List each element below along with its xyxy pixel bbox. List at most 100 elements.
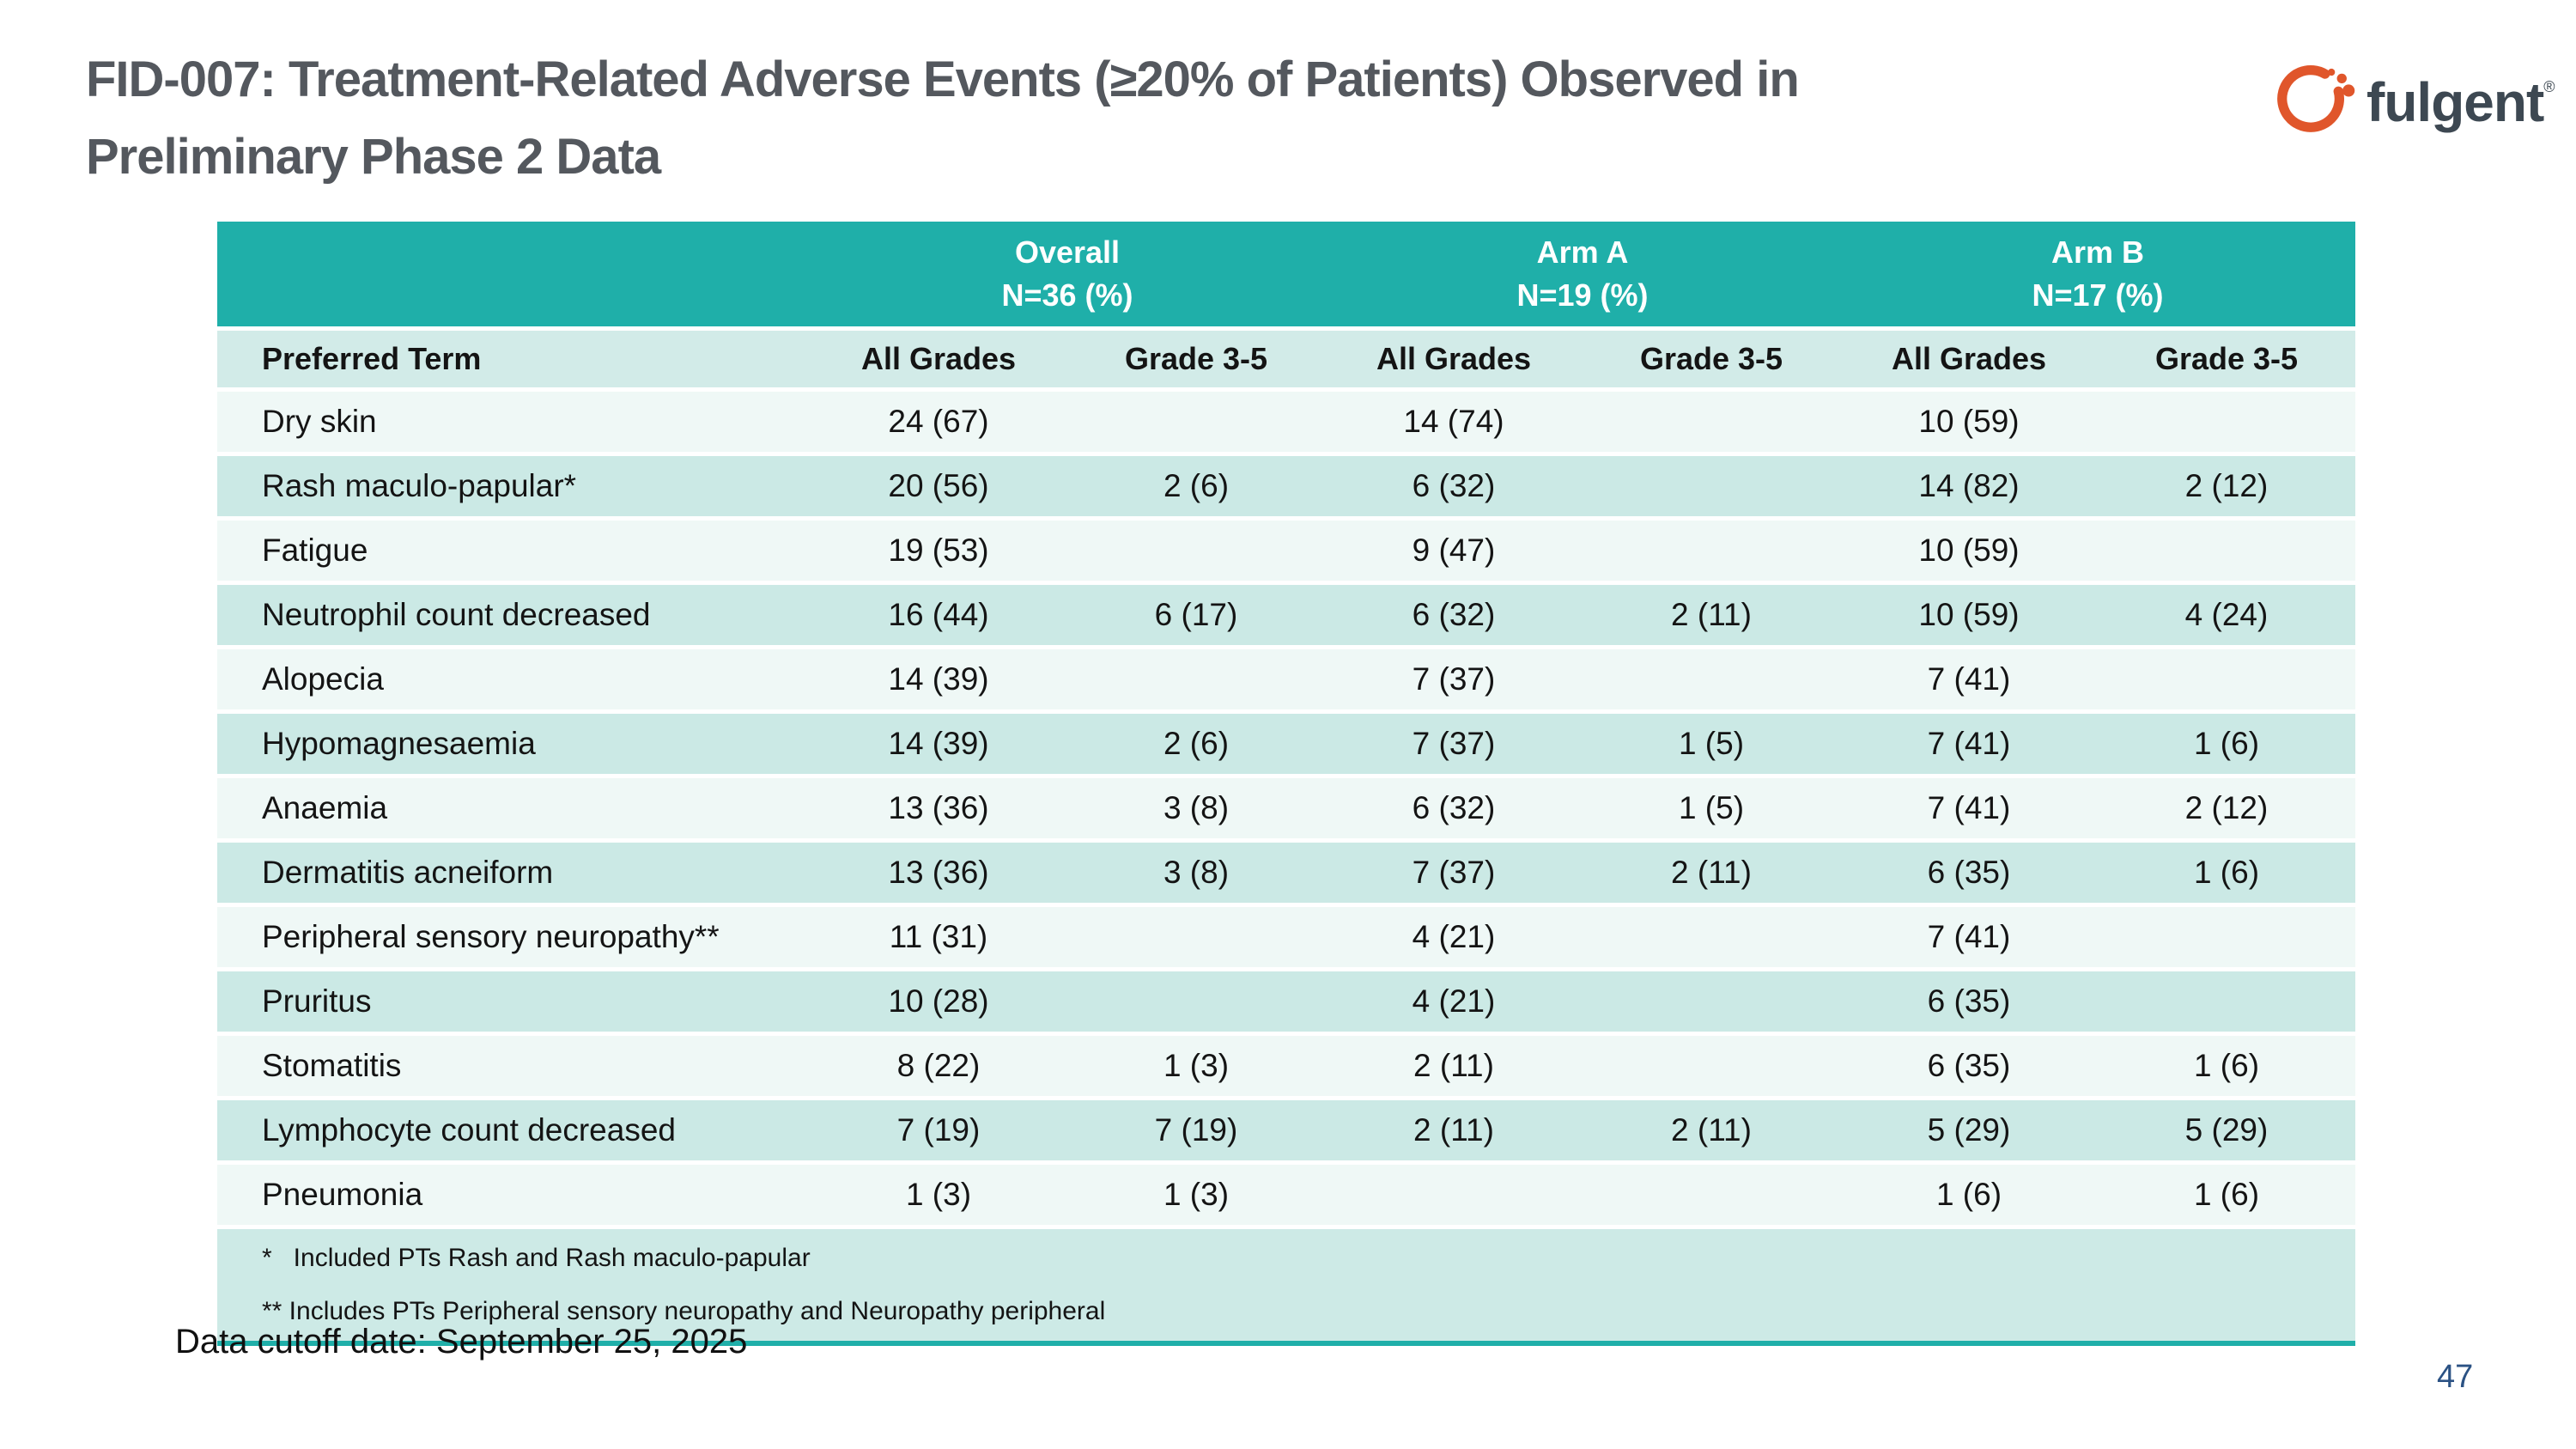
value-cell: 6 (35) <box>1840 1036 2098 1096</box>
value-cell: 4 (24) <box>2098 585 2355 645</box>
column-header-grade-3-5-arm-b: Grade 3-5 <box>2098 331 2355 387</box>
value-cell <box>1067 392 1325 452</box>
footnote-cell: * Included PTs Rash and Rash maculo-papu… <box>217 1229 2355 1346</box>
value-cell <box>1583 392 1840 452</box>
value-cell <box>2098 392 2355 452</box>
fulgent-logo: fulgent® <box>2269 45 2555 144</box>
table-body: Dry skin 24 (67) 14 (74) 10 (59) Rash maculo… <box>217 392 2355 1225</box>
group-header-row: Overall N=36 (%) Arm A N=19 (%) Arm B N=… <box>217 222 2355 326</box>
value-cell <box>1583 1036 1840 1096</box>
group-header-overall-n: N=36 (%) <box>1001 277 1133 313</box>
value-cell: 20 (56) <box>810 456 1067 516</box>
table-row: Alopecia 14 (39) 7 (37) 7 (41) <box>217 649 2355 709</box>
value-cell: 7 (19) <box>810 1100 1067 1160</box>
value-cell <box>1583 907 1840 967</box>
value-cell: 7 (41) <box>1840 778 2098 838</box>
value-cell: 3 (8) <box>1067 778 1325 838</box>
value-cell: 4 (21) <box>1325 971 1583 1032</box>
value-cell: 2 (12) <box>2098 778 2355 838</box>
value-cell: 2 (6) <box>1067 456 1325 516</box>
column-header-all-grades-arm-b: All Grades <box>1840 331 2098 387</box>
value-cell <box>2098 521 2355 581</box>
table-row: Neutrophil count decreased 16 (44) 6 (17) 6… <box>217 585 2355 645</box>
value-cell: 16 (44) <box>810 585 1067 645</box>
value-cell <box>1583 456 1840 516</box>
fulgent-logo-icon <box>2269 52 2361 137</box>
table-row: Dry skin 24 (67) 14 (74) 10 (59) <box>217 392 2355 452</box>
value-cell: 19 (53) <box>810 521 1067 581</box>
value-cell: 2 (6) <box>1067 714 1325 774</box>
table-row: Rash maculo-papular* 20 (56) 2 (6) 6 (32) 14… <box>217 456 2355 516</box>
fulgent-logo-wordmark: fulgent® <box>2366 45 2555 144</box>
value-cell: 7 (41) <box>1840 649 2098 709</box>
value-cell: 8 (22) <box>810 1036 1067 1096</box>
value-cell: 5 (29) <box>1840 1100 2098 1160</box>
value-cell: 14 (82) <box>1840 456 2098 516</box>
value-cell: 24 (67) <box>810 392 1067 452</box>
value-cell: 6 (32) <box>1325 585 1583 645</box>
slide-title-line1: FID-007: Treatment-Related Adverse Event… <box>86 52 1800 107</box>
column-header-grade-3-5-overall: Grade 3-5 <box>1067 331 1325 387</box>
table-row: Fatigue 19 (53) 9 (47) 10 (59) <box>217 521 2355 581</box>
value-cell: 2 (11) <box>1583 843 1840 903</box>
value-cell: 13 (36) <box>810 843 1067 903</box>
preferred-term-cell: Pruritus <box>217 971 810 1032</box>
table-row: Lymphocyte count decreased 7 (19) 7 (19) 2 … <box>217 1100 2355 1160</box>
value-cell <box>1067 521 1325 581</box>
value-cell: 1 (6) <box>2098 1165 2355 1225</box>
value-cell: 1 (6) <box>1840 1165 2098 1225</box>
value-cell: 7 (41) <box>1840 907 2098 967</box>
value-cell: 2 (11) <box>1583 1100 1840 1160</box>
value-cell: 9 (47) <box>1325 521 1583 581</box>
preferred-term-cell: Rash maculo-papular* <box>217 456 810 516</box>
column-header-all-grades-overall: All Grades <box>810 331 1067 387</box>
preferred-term-cell: Neutrophil count decreased <box>217 585 810 645</box>
value-cell: 6 (35) <box>1840 971 2098 1032</box>
value-cell: 7 (41) <box>1840 714 2098 774</box>
value-cell: 14 (39) <box>810 649 1067 709</box>
value-cell: 6 (32) <box>1325 456 1583 516</box>
value-cell <box>1583 1165 1840 1225</box>
group-header-overall: Overall N=36 (%) <box>810 222 1325 326</box>
table-row: Pneumonia 1 (3) 1 (3) 1 (6) 1 (6) <box>217 1165 2355 1225</box>
value-cell: 7 (37) <box>1325 649 1583 709</box>
value-cell: 2 (11) <box>1583 585 1840 645</box>
footnote-1: * Included PTs Rash and Rash maculo-papu… <box>262 1244 811 1272</box>
value-cell: 10 (28) <box>810 971 1067 1032</box>
footnote-row: * Included PTs Rash and Rash maculo-papu… <box>217 1229 2355 1346</box>
preferred-term-cell: Stomatitis <box>217 1036 810 1096</box>
value-cell <box>1067 907 1325 967</box>
footnote-2: ** Includes PTs Peripheral sensory neuro… <box>262 1297 1106 1325</box>
value-cell <box>1583 649 1840 709</box>
value-cell: 6 (17) <box>1067 585 1325 645</box>
value-cell: 7 (37) <box>1325 843 1583 903</box>
value-cell: 6 (32) <box>1325 778 1583 838</box>
slide-title-line2: Preliminary Phase 2 Data <box>86 129 661 185</box>
value-cell: 10 (59) <box>1840 521 2098 581</box>
value-cell: 2 (12) <box>2098 456 2355 516</box>
value-cell: 1 (6) <box>2098 843 2355 903</box>
preferred-term-cell: Dry skin <box>217 392 810 452</box>
value-cell: 11 (31) <box>810 907 1067 967</box>
adverse-events-table-wrapper: Overall N=36 (%) Arm A N=19 (%) Arm B N=… <box>217 217 2355 1350</box>
value-cell: 1 (3) <box>1067 1036 1325 1096</box>
column-header-preferred-term: Preferred Term <box>217 331 810 387</box>
preferred-term-cell: Anaemia <box>217 778 810 838</box>
group-header-arm-a-label: Arm A <box>1536 234 1629 270</box>
value-cell: 10 (59) <box>1840 392 2098 452</box>
value-cell: 1 (5) <box>1583 778 1840 838</box>
data-cutoff-date: Data cutoff date: September 25, 2025 <box>175 1323 748 1361</box>
value-cell: 1 (3) <box>810 1165 1067 1225</box>
value-cell <box>2098 649 2355 709</box>
table-row: Pruritus 10 (28) 4 (21) 6 (35) <box>217 971 2355 1032</box>
group-header-arm-a: Arm A N=19 (%) <box>1325 222 1840 326</box>
value-cell <box>1583 971 1840 1032</box>
value-cell <box>1583 521 1840 581</box>
value-cell: 1 (3) <box>1067 1165 1325 1225</box>
preferred-term-cell: Pneumonia <box>217 1165 810 1225</box>
value-cell: 1 (6) <box>2098 1036 2355 1096</box>
adverse-events-table: Overall N=36 (%) Arm A N=19 (%) Arm B N=… <box>217 217 2355 1350</box>
column-header-grade-3-5-arm-a: Grade 3-5 <box>1583 331 1840 387</box>
value-cell: 10 (59) <box>1840 585 2098 645</box>
table-row: Hypomagnesaemia 14 (39) 2 (6) 7 (37) 1 (5) 7 … <box>217 714 2355 774</box>
